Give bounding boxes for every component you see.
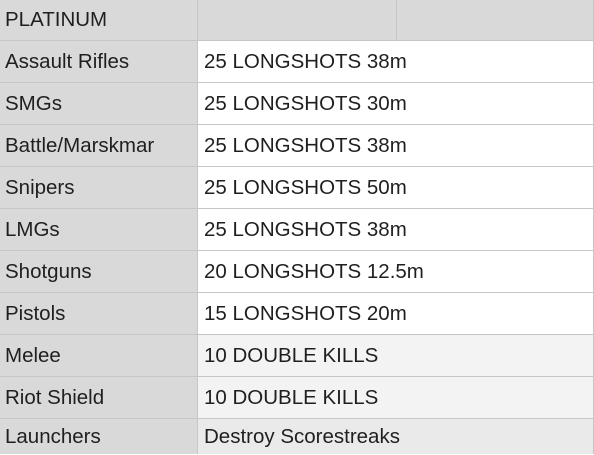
row-label-cell[interactable]: Riot Shield [0, 377, 198, 419]
row-value-cell[interactable]: 20 LONGSHOTS 12.5m [198, 251, 594, 293]
table-row: Assault Rifles 25 LONGSHOTS 38m [0, 41, 594, 83]
table-row: Shotguns 20 LONGSHOTS 12.5m [0, 251, 594, 293]
header-empty-cell[interactable] [397, 0, 594, 41]
table-row: LMGs 25 LONGSHOTS 38m [0, 209, 594, 251]
row-label-cell[interactable]: Assault Rifles [0, 41, 198, 83]
row-value-cell[interactable]: 10 DOUBLE KILLS [198, 335, 594, 377]
row-value-cell[interactable]: Destroy Scorestreaks [198, 419, 594, 454]
row-value-cell[interactable]: 25 LONGSHOTS 50m [198, 167, 594, 209]
row-value-cell[interactable]: 25 LONGSHOTS 30m [198, 83, 594, 125]
row-label-cell[interactable]: Melee [0, 335, 198, 377]
row-value-cell[interactable]: 25 LONGSHOTS 38m [198, 209, 594, 251]
header-title-cell[interactable]: PLATINUM [0, 0, 198, 41]
row-value-cell[interactable]: 10 DOUBLE KILLS [198, 377, 594, 419]
row-label-cell[interactable]: LMGs [0, 209, 198, 251]
table-row: Pistols 15 LONGSHOTS 20m [0, 293, 594, 335]
row-label-cell[interactable]: Shotguns [0, 251, 198, 293]
row-label-cell[interactable]: Snipers [0, 167, 198, 209]
table-row: Riot Shield 10 DOUBLE KILLS [0, 377, 594, 419]
row-value-cell[interactable]: 25 LONGSHOTS 38m [198, 125, 594, 167]
row-value-cell[interactable]: 15 LONGSHOTS 20m [198, 293, 594, 335]
table-row: Snipers 25 LONGSHOTS 50m [0, 167, 594, 209]
table-header-row: PLATINUM [0, 0, 594, 41]
header-empty-cell[interactable] [198, 0, 397, 41]
table-row: SMGs 25 LONGSHOTS 30m [0, 83, 594, 125]
table-row: Launchers Destroy Scorestreaks [0, 419, 594, 454]
row-label-cell[interactable]: SMGs [0, 83, 198, 125]
row-label-cell[interactable]: Pistols [0, 293, 198, 335]
row-value-cell[interactable]: 25 LONGSHOTS 38m [198, 41, 594, 83]
row-label-cell[interactable]: Battle/Marskmar [0, 125, 198, 167]
row-label-cell[interactable]: Launchers [0, 419, 198, 454]
table-row: Melee 10 DOUBLE KILLS [0, 335, 594, 377]
table-row: Battle/Marskmar 25 LONGSHOTS 38m [0, 125, 594, 167]
